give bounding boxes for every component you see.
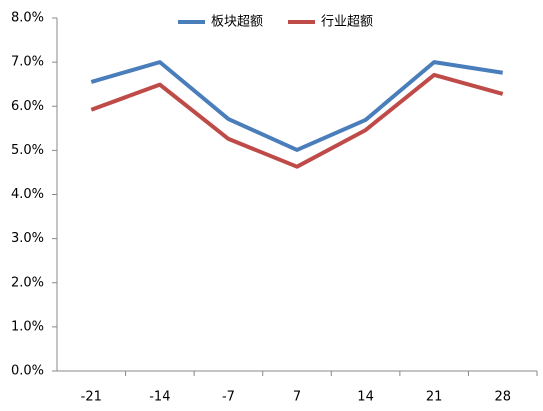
series-line bbox=[90, 72, 504, 169]
y-tick-label: 2.0% bbox=[11, 275, 44, 290]
x-tick-label: 7 bbox=[293, 390, 301, 405]
y-tick-label: 4.0% bbox=[11, 187, 44, 202]
y-tick-label: 6.0% bbox=[11, 99, 44, 114]
legend-label: 行业超额 bbox=[321, 15, 373, 30]
x-tick-label: 21 bbox=[426, 390, 443, 405]
series-line bbox=[90, 60, 504, 152]
x-tick-label: 28 bbox=[494, 390, 511, 405]
x-tick-label: -7 bbox=[222, 390, 235, 405]
x-tick-label: -21 bbox=[81, 390, 102, 405]
y-tick-label: 3.0% bbox=[11, 231, 44, 246]
y-tick-label: 0.0% bbox=[11, 364, 44, 379]
x-tick-label: 14 bbox=[357, 390, 374, 405]
x-tick-label: -14 bbox=[149, 390, 170, 405]
legend-label: 板块超额 bbox=[211, 15, 263, 30]
y-tick-label: 1.0% bbox=[11, 319, 44, 334]
y-tick-label: 7.0% bbox=[11, 55, 44, 70]
y-tick-label: 8.0% bbox=[11, 11, 44, 26]
y-tick-label: 5.0% bbox=[11, 143, 44, 158]
